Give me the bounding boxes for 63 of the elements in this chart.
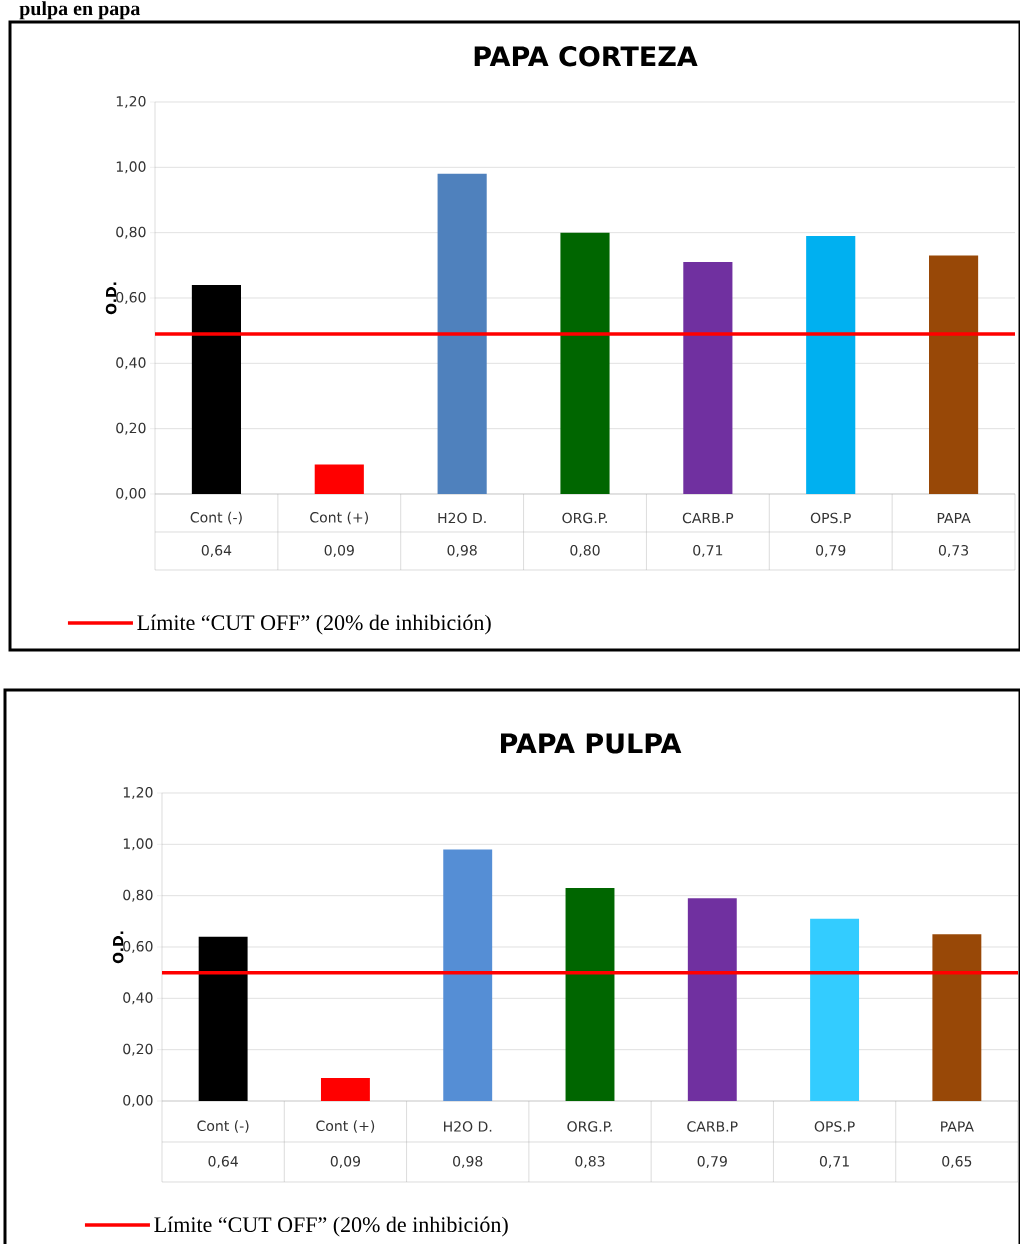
data-label: 0,09	[330, 1155, 361, 1169]
data-label: 0,64	[208, 1155, 238, 1169]
y-axis-title: O.D.	[112, 931, 124, 964]
x-tick-label: Cont (+)	[310, 511, 368, 525]
bar	[437, 173, 487, 494]
bar	[198, 936, 248, 1101]
y-axis-title: O.D.	[105, 282, 117, 315]
x-tick-label: PAPA	[937, 512, 971, 524]
bar	[565, 887, 615, 1101]
y-tick-label: 0,00	[123, 1094, 153, 1108]
y-tick-label: 0,80	[116, 226, 146, 239]
bar	[806, 235, 856, 494]
data-label: 0,83	[575, 1155, 605, 1169]
bar	[443, 849, 493, 1101]
y-tick-label: 0,60	[123, 940, 153, 954]
y-tick-label: 0,80	[123, 889, 153, 902]
y-tick-label: 1,20	[123, 786, 153, 800]
x-tick-label: PAPA	[941, 1121, 974, 1132]
y-tick-label: 0,40	[116, 357, 146, 370]
y-tick-label: 0,60	[116, 291, 146, 304]
data-label: 0,71	[693, 544, 723, 557]
data-label: 0,98	[453, 1155, 483, 1169]
x-tick-label: CARB.P	[682, 512, 734, 524]
data-label: 0,80	[570, 544, 600, 557]
y-tick-label: 1,20	[116, 95, 146, 108]
x-tick-label: OPS.P	[814, 1121, 855, 1132]
data-label: 0,64	[201, 544, 232, 557]
y-tick-label: 0,40	[123, 992, 153, 1005]
x-tick-label: ORG.P.	[567, 1121, 612, 1132]
x-tick-label: OPS.P	[810, 512, 851, 524]
bar	[929, 255, 979, 494]
x-tick-label: H2O D.	[438, 512, 486, 524]
data-label: 0,79	[816, 544, 846, 557]
y-tick-label: 0,00	[116, 487, 146, 500]
data-label: 0,09	[324, 544, 354, 557]
y-tick-label: 0,20	[123, 1043, 153, 1056]
y-tick-label: 1,00	[116, 161, 146, 174]
y-tick-label: 1,00	[123, 838, 153, 851]
x-tick-label: CARB.P	[687, 1121, 738, 1132]
legend-label: Límite “CUT OFF” (20% de inhibición)	[154, 1216, 508, 1237]
x-tick-label: Cont (-)	[197, 1120, 249, 1133]
x-tick-label: Cont (-)	[190, 511, 242, 525]
chart-title: PAPA PULPA	[501, 733, 682, 754]
chart-title: PAPA CORTEZA	[474, 46, 698, 67]
bar	[191, 284, 241, 494]
x-tick-label: ORG.P.	[562, 512, 607, 524]
data-label: 0,79	[697, 1155, 727, 1169]
bar	[932, 934, 982, 1101]
bar	[683, 262, 733, 494]
bar	[560, 232, 610, 494]
bar	[687, 898, 737, 1101]
data-label: 0,73	[938, 544, 969, 557]
data-label: 0,98	[447, 544, 477, 557]
data-label: 0,65	[942, 1155, 972, 1169]
bar	[320, 1077, 370, 1101]
x-tick-label: H2O D.	[444, 1121, 492, 1132]
x-tick-label: Cont (+)	[316, 1120, 375, 1133]
y-tick-label: 0,20	[116, 422, 146, 435]
text: pulpa en papa	[19, 1, 141, 20]
data-label: 0,71	[819, 1155, 849, 1169]
bar	[810, 918, 860, 1101]
legend-label: Límite “CUT OFF” (20% de inhibición)	[137, 614, 491, 635]
bar	[314, 464, 364, 494]
